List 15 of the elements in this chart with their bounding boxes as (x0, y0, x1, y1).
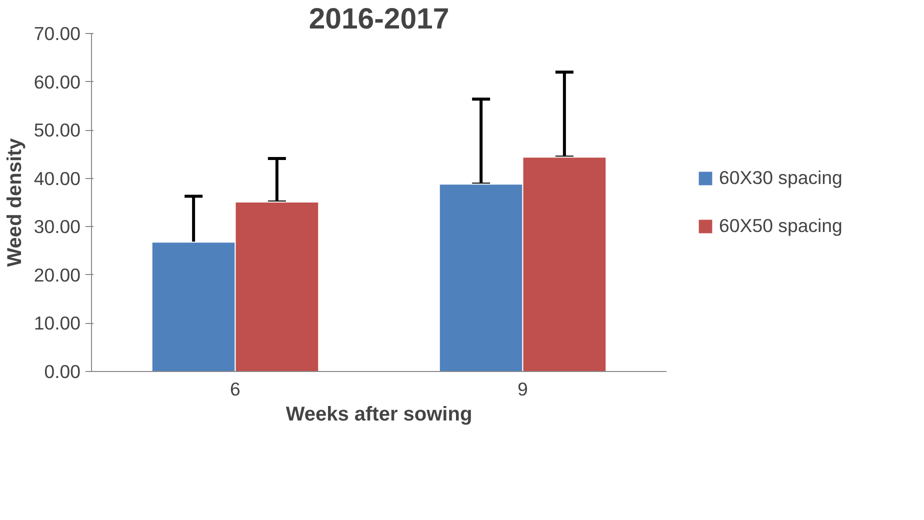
y-tick-label: 40.00 (34, 168, 80, 189)
chart-title: 2016-2017 (308, 2, 450, 36)
y-tick-label: 10.00 (34, 312, 80, 334)
legend-label: 60X30 spacing (719, 167, 842, 189)
x-axis-title: Weeks after sowing (286, 404, 472, 426)
y-tick-label: 50.00 (34, 120, 80, 141)
y-tick-label: 60.00 (34, 71, 80, 92)
y-tick-label: 70.00 (34, 23, 80, 44)
x-tick-label: 9 (518, 378, 528, 400)
legend-label: 60X50 spacing (719, 215, 842, 237)
x-tick-label: 6 (230, 378, 240, 400)
y-axis-title: Weed density (4, 137, 26, 267)
y-tick-label: 0.00 (44, 361, 80, 382)
y-tick-label: 30.00 (34, 216, 80, 238)
y-tick-label: 20.00 (34, 264, 80, 286)
